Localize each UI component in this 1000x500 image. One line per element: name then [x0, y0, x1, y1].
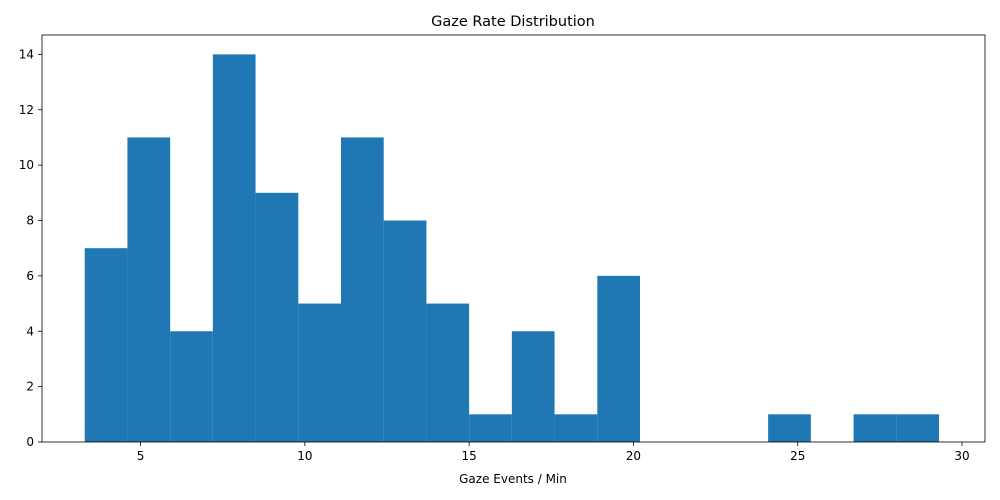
y-tick-label-0: 0	[26, 435, 34, 449]
y-tick-label-4: 8	[26, 214, 34, 228]
histogram-bar-1	[127, 137, 171, 442]
histogram-bar-5	[298, 303, 341, 442]
plot-frame	[41, 34, 986, 443]
x-axis-label: Gaze Events / Min	[459, 472, 567, 486]
histogram-bar-6	[341, 137, 384, 442]
x-tick-label-4: 25	[790, 449, 805, 463]
histogram-bar-4	[255, 192, 299, 442]
histogram-bar-12	[597, 275, 640, 442]
histogram-bar-18	[853, 414, 897, 442]
x-tick-label-0: 5	[137, 449, 145, 463]
y-tick-label-2: 4	[26, 324, 34, 338]
y-tick-label-1: 2	[26, 380, 34, 394]
histogram-bar-2	[170, 331, 213, 442]
y-tick-label-7: 14	[19, 47, 34, 61]
histogram-bar-3	[212, 54, 256, 442]
x-tick-label-5: 30	[954, 449, 969, 463]
y-tick-label-3: 6	[26, 269, 34, 283]
histogram-bar-9	[469, 414, 512, 442]
histogram-bar-19	[896, 414, 939, 442]
x-axis-ticks: 5 10 15 20 25 30	[137, 442, 970, 463]
y-axis-ticks: 0 2 4 6 8 10 12 14	[19, 47, 42, 449]
histogram-bar-10	[511, 331, 555, 442]
x-tick-label-2: 15	[462, 449, 477, 463]
histogram-bar-16	[768, 414, 811, 442]
y-tick-label-5: 10	[19, 158, 34, 172]
chart-title: Gaze Rate Distribution	[431, 14, 595, 30]
x-tick-label-3: 20	[626, 449, 641, 463]
histogram-bar-7	[383, 220, 427, 442]
y-tick-label-6: 12	[19, 103, 34, 117]
histogram-bar-8	[426, 303, 470, 442]
x-tick-label-1: 10	[297, 449, 312, 463]
histogram-bar-0	[84, 248, 128, 442]
histogram-bar-11	[554, 414, 598, 442]
histogram-bars	[84, 54, 939, 442]
